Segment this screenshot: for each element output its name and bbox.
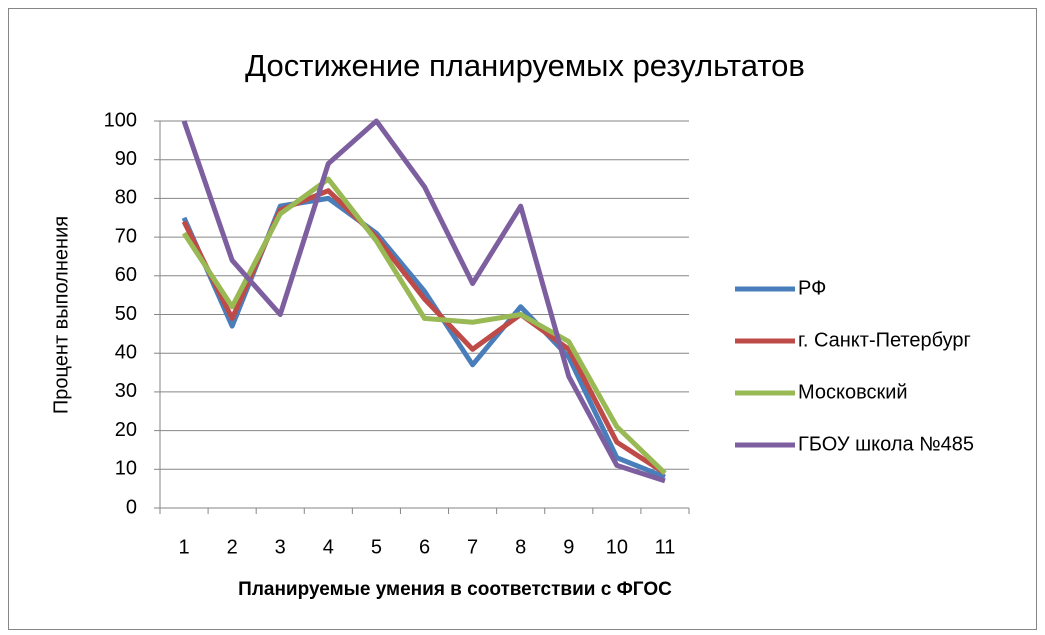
chart-title: Достижение планируемых результатов bbox=[245, 48, 805, 83]
x-axis-label: Планируемые умения в соответствии с ФГОС bbox=[238, 579, 672, 600]
legend-label: ГБОУ школа №485 bbox=[798, 433, 974, 455]
x-tick-label: 1 bbox=[178, 536, 189, 558]
x-tick-label: 3 bbox=[275, 536, 286, 558]
chart-frame bbox=[8, 8, 1037, 630]
y-tick-label: 90 bbox=[115, 148, 137, 170]
x-tick-label: 4 bbox=[323, 536, 334, 558]
x-tick-label: 2 bbox=[227, 536, 238, 558]
legend-label: Московский bbox=[798, 381, 908, 403]
series-line bbox=[181, 176, 667, 475]
y-tick-label: 40 bbox=[115, 341, 137, 363]
y-tick-label: 70 bbox=[115, 225, 137, 247]
y-tick-label: 20 bbox=[115, 419, 137, 441]
x-tick-label: 11 bbox=[655, 536, 676, 558]
y-tick-label: 80 bbox=[115, 187, 137, 209]
x-tick-label: 6 bbox=[419, 536, 430, 558]
y-tick-label: 60 bbox=[115, 264, 137, 286]
legend-label: г. Санкт-Петербург bbox=[798, 329, 971, 351]
y-tick-label: 0 bbox=[126, 496, 137, 518]
x-tick-label: 5 bbox=[371, 536, 382, 558]
y-tick-label: 30 bbox=[115, 380, 137, 402]
y-tick-label: 50 bbox=[115, 303, 137, 325]
y-tick-label: 100 bbox=[104, 109, 137, 131]
y-axis-label: Процент выполнения bbox=[50, 216, 72, 414]
y-tick-label: 10 bbox=[115, 458, 137, 480]
x-tick-label: 7 bbox=[467, 536, 478, 558]
legend-label: РФ bbox=[798, 277, 826, 299]
x-tick-label: 8 bbox=[515, 536, 526, 558]
x-tick-label: 9 bbox=[563, 536, 574, 558]
x-tick-label: 10 bbox=[606, 536, 628, 558]
series-line bbox=[181, 118, 666, 484]
